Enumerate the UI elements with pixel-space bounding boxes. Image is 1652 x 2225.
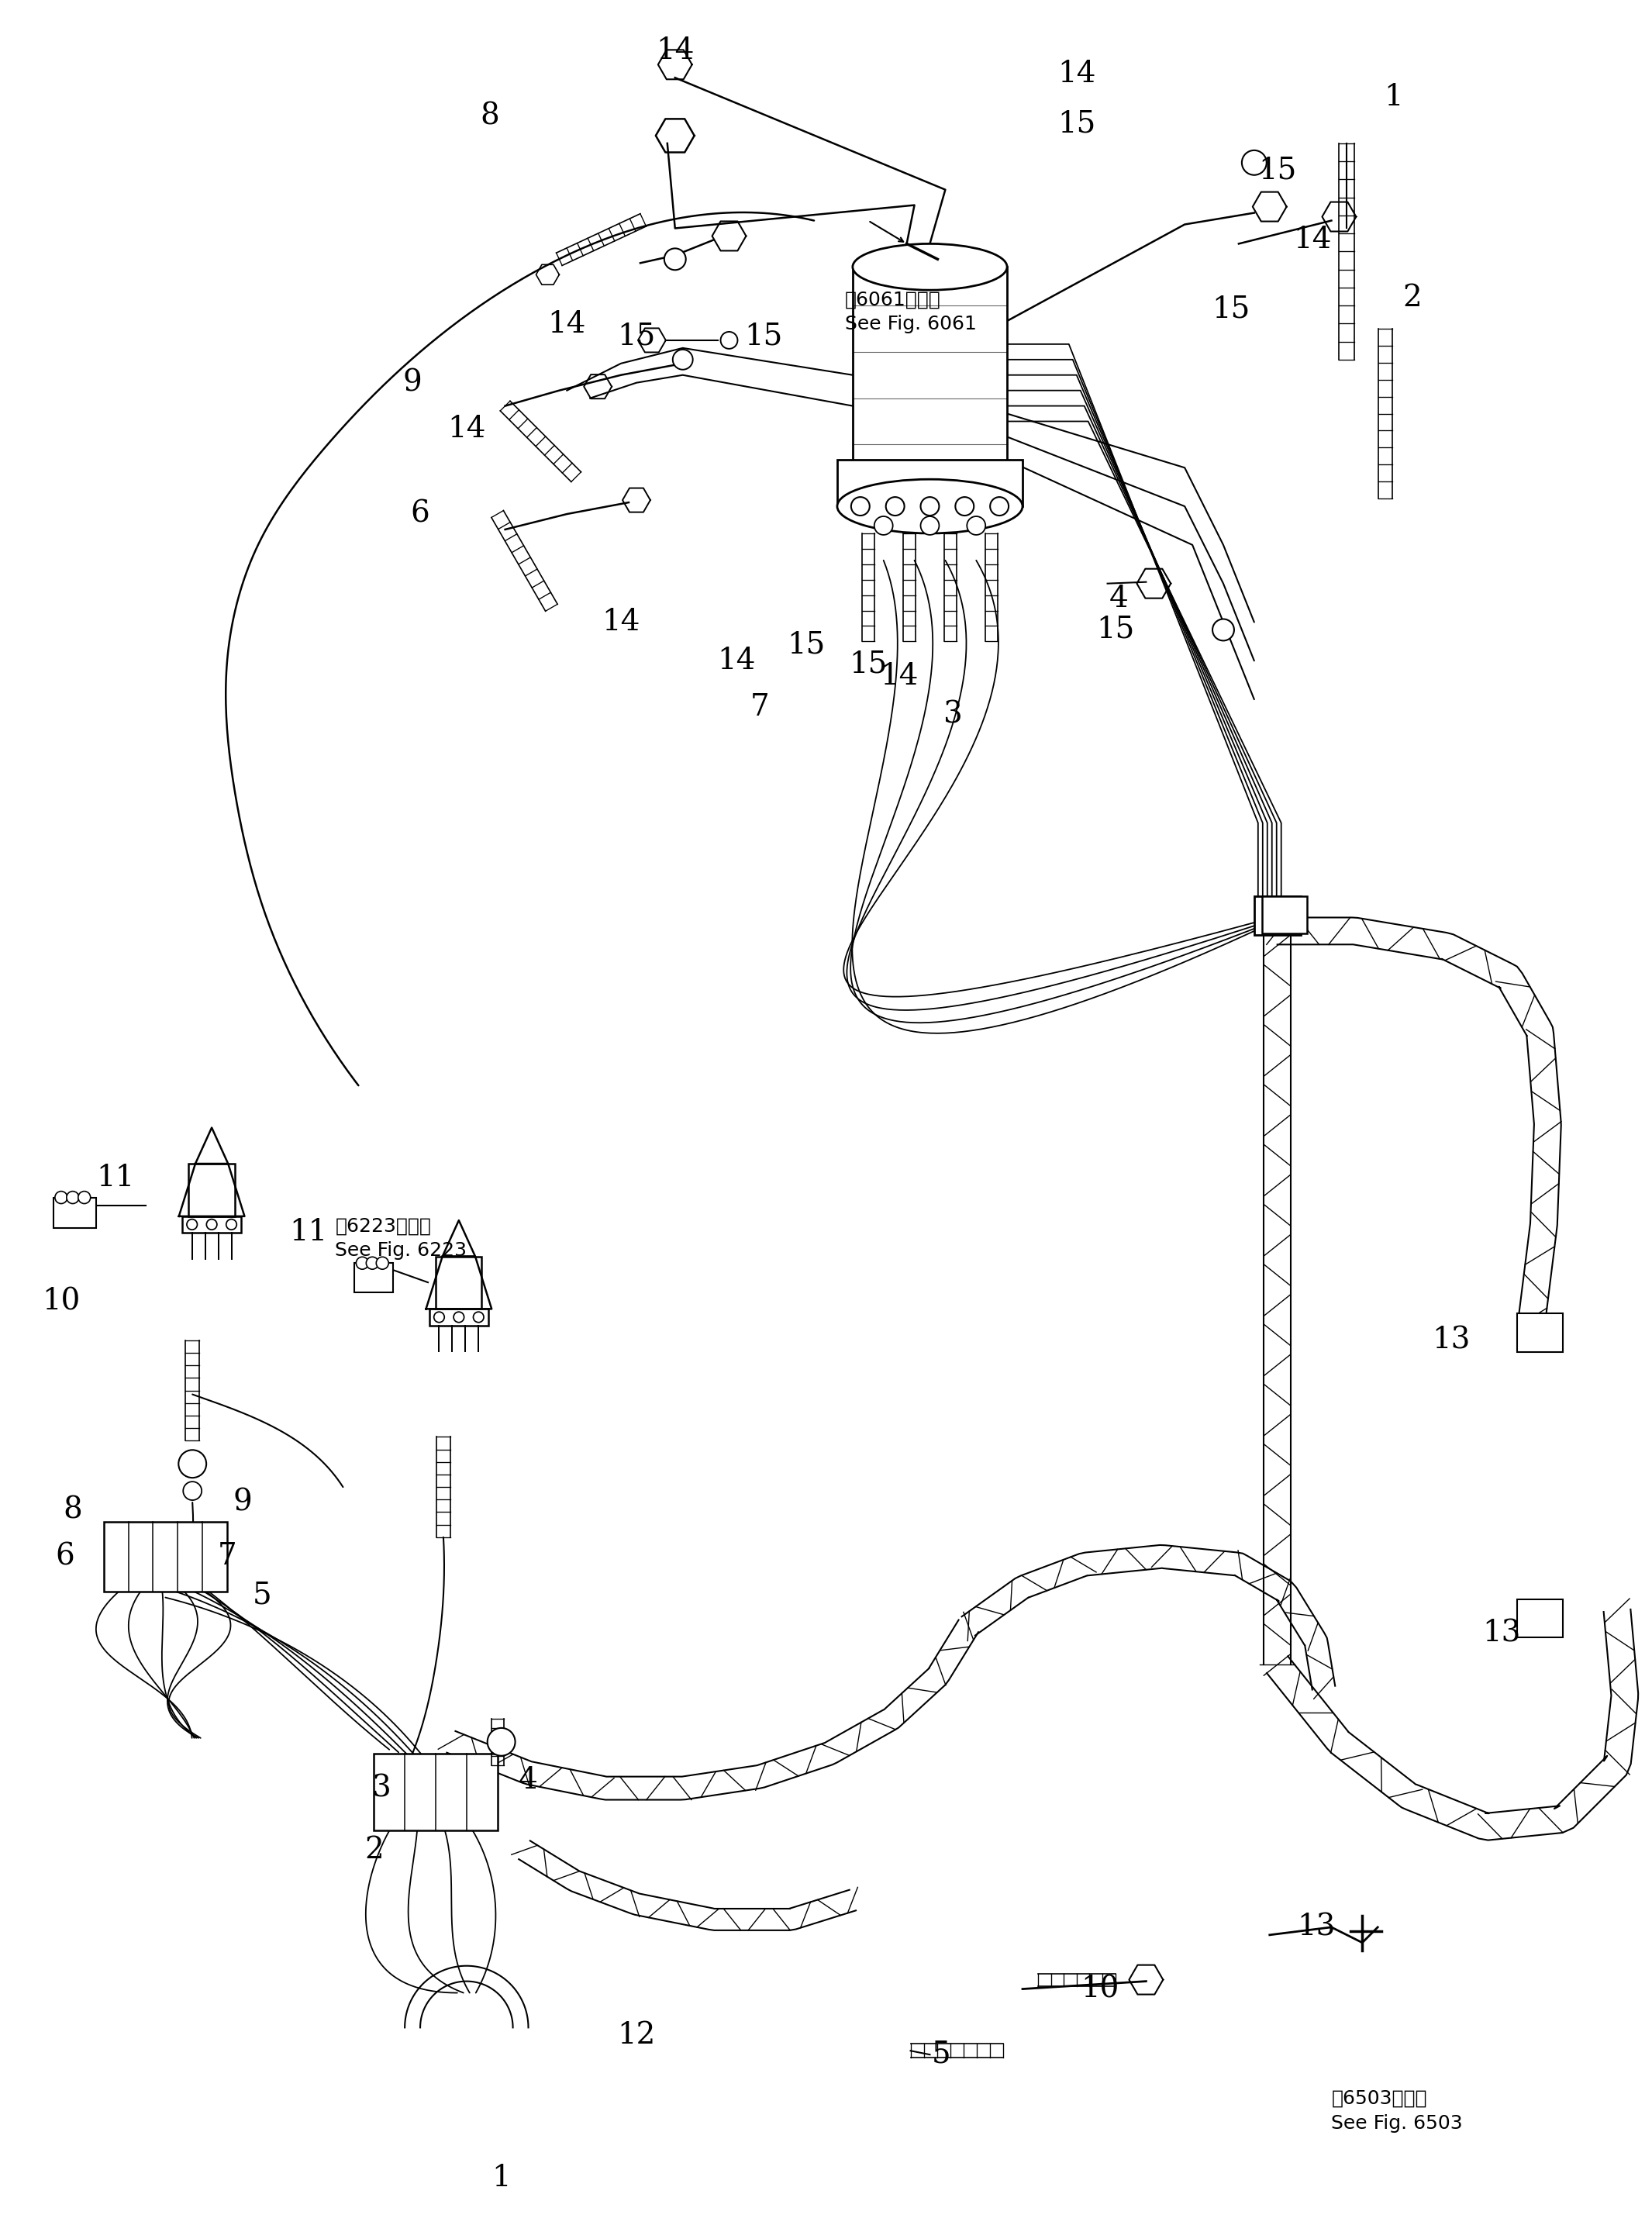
Circle shape <box>487 1729 515 1756</box>
Circle shape <box>178 1451 206 1477</box>
Circle shape <box>206 1219 216 1230</box>
Text: 第6223図参照
See Fig. 6223: 第6223図参照 See Fig. 6223 <box>335 1217 468 1259</box>
Circle shape <box>1213 619 1234 641</box>
Circle shape <box>851 496 869 516</box>
Ellipse shape <box>838 478 1023 534</box>
Text: 9: 9 <box>403 369 421 396</box>
Text: 7: 7 <box>750 692 770 721</box>
Circle shape <box>377 1257 388 1268</box>
Text: 14: 14 <box>1294 225 1332 254</box>
Text: 14: 14 <box>601 607 641 636</box>
Bar <box>53 1197 96 1228</box>
Circle shape <box>920 496 938 516</box>
Circle shape <box>454 1313 464 1322</box>
Circle shape <box>226 1219 236 1230</box>
Polygon shape <box>195 1128 228 1164</box>
Bar <box>1254 897 1300 934</box>
Text: 15: 15 <box>745 323 783 352</box>
Text: 5: 5 <box>253 1580 271 1609</box>
Text: 1: 1 <box>492 2165 510 2192</box>
Polygon shape <box>426 1257 492 1308</box>
Circle shape <box>920 516 938 534</box>
Text: 15: 15 <box>849 650 887 679</box>
Circle shape <box>357 1257 368 1268</box>
Text: 7: 7 <box>218 1542 236 1571</box>
Circle shape <box>966 516 986 534</box>
Text: 12: 12 <box>618 2020 656 2049</box>
Circle shape <box>55 1190 68 1204</box>
Text: 4: 4 <box>519 1767 539 1796</box>
Text: 3: 3 <box>943 701 963 730</box>
Text: 13: 13 <box>1432 1326 1470 1355</box>
Circle shape <box>78 1190 91 1204</box>
Text: 9: 9 <box>233 1489 253 1517</box>
Text: 15: 15 <box>1057 109 1095 138</box>
Bar <box>852 267 1008 483</box>
Text: 15: 15 <box>1213 296 1251 323</box>
Text: 4: 4 <box>1110 585 1128 614</box>
Bar <box>430 1308 489 1326</box>
Text: 1: 1 <box>1384 82 1403 111</box>
Text: 15: 15 <box>1259 156 1297 185</box>
Text: 6: 6 <box>56 1542 74 1571</box>
Text: 2: 2 <box>1403 283 1422 312</box>
Text: 6: 6 <box>411 501 430 527</box>
Bar <box>182 1217 241 1233</box>
Circle shape <box>885 496 904 516</box>
Text: 13: 13 <box>1482 1620 1520 1649</box>
Bar <box>104 1522 228 1591</box>
Bar <box>355 1264 393 1293</box>
Text: 8: 8 <box>481 102 499 131</box>
Bar <box>1517 1313 1563 1353</box>
Circle shape <box>472 1313 484 1322</box>
Text: 10: 10 <box>41 1288 81 1315</box>
Circle shape <box>434 1313 444 1322</box>
Text: 8: 8 <box>63 1495 83 1524</box>
Text: 11: 11 <box>96 1164 134 1193</box>
Text: 13: 13 <box>1297 1913 1335 1942</box>
Circle shape <box>1242 151 1267 176</box>
Circle shape <box>187 1219 197 1230</box>
Circle shape <box>664 249 686 269</box>
Circle shape <box>367 1257 378 1268</box>
Text: 5: 5 <box>932 2040 952 2069</box>
Text: 10: 10 <box>1080 1974 1118 2002</box>
Circle shape <box>955 496 975 516</box>
Text: 14: 14 <box>1057 60 1095 89</box>
Text: 2: 2 <box>365 1836 383 1865</box>
Text: 14: 14 <box>717 647 757 674</box>
Ellipse shape <box>852 245 1008 289</box>
Text: 11: 11 <box>289 1217 327 1246</box>
Text: 14: 14 <box>881 661 919 690</box>
Bar <box>838 461 1023 507</box>
Bar <box>1517 1600 1563 1638</box>
Circle shape <box>990 496 1009 516</box>
Circle shape <box>66 1190 79 1204</box>
Text: 14: 14 <box>448 414 486 443</box>
Circle shape <box>183 1482 202 1500</box>
Bar <box>1262 897 1307 932</box>
Text: 14: 14 <box>548 312 586 338</box>
Bar <box>373 1753 497 1831</box>
Bar <box>436 1257 482 1308</box>
Text: 15: 15 <box>618 323 656 352</box>
Polygon shape <box>443 1219 476 1257</box>
Circle shape <box>874 516 892 534</box>
Text: 14: 14 <box>656 36 694 65</box>
Text: 15: 15 <box>1095 616 1135 645</box>
Text: 第6503図参照
See Fig. 6503: 第6503図参照 See Fig. 6503 <box>1332 2089 1464 2132</box>
Text: 15: 15 <box>786 632 826 659</box>
Text: 第6061図参照
See Fig. 6061: 第6061図参照 See Fig. 6061 <box>844 289 976 334</box>
Circle shape <box>720 332 737 349</box>
Text: 3: 3 <box>372 1773 392 1802</box>
Circle shape <box>672 349 692 369</box>
Polygon shape <box>178 1164 244 1217</box>
Bar <box>188 1164 235 1217</box>
